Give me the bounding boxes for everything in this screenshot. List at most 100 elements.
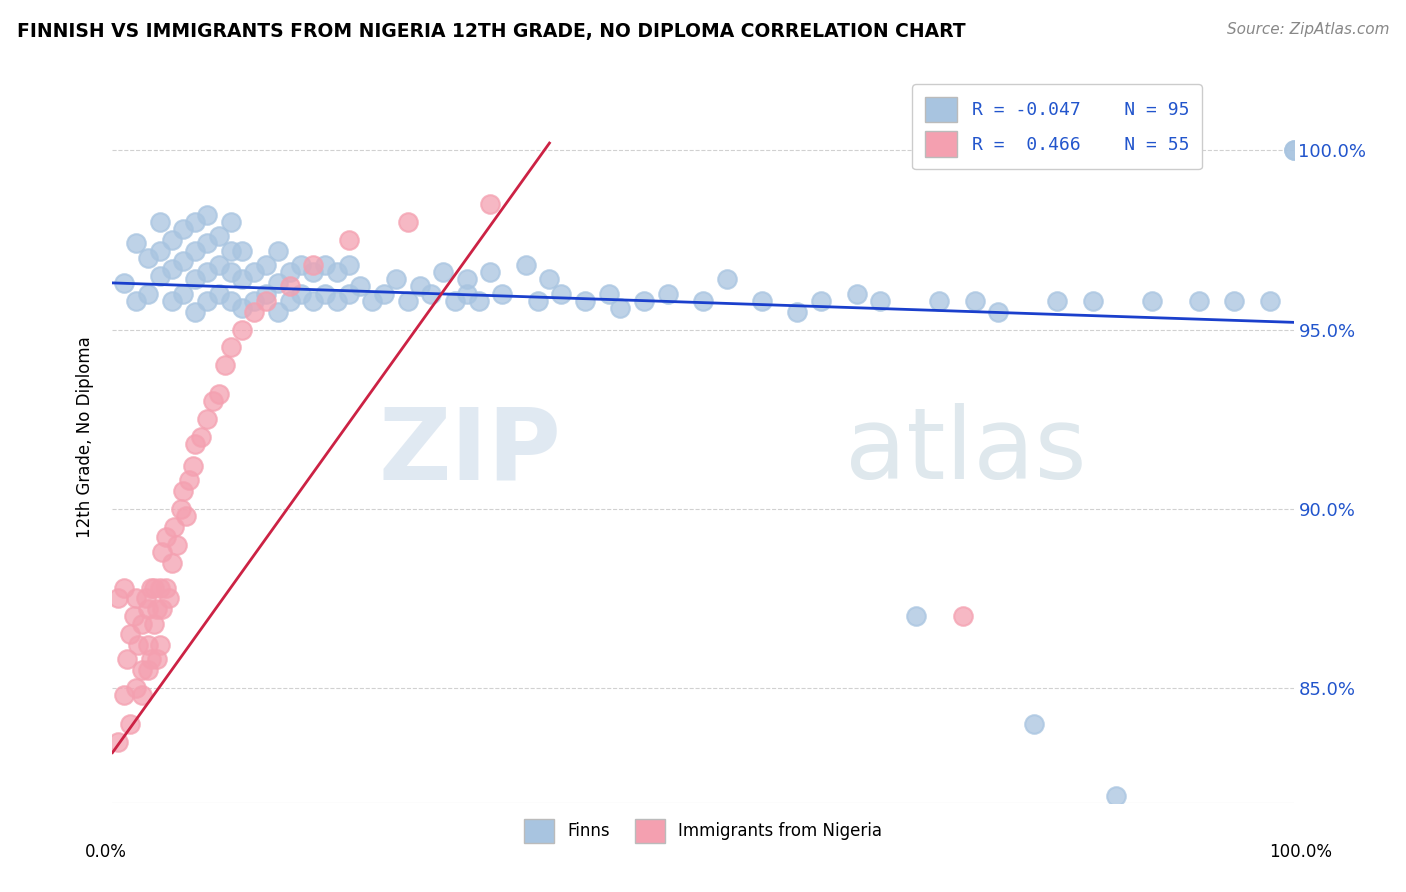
Point xyxy=(125,591,148,606)
Point xyxy=(326,293,349,308)
Point xyxy=(112,276,135,290)
Point xyxy=(131,663,153,677)
Point xyxy=(208,258,231,272)
Point xyxy=(142,581,165,595)
Point xyxy=(122,609,145,624)
Text: atlas: atlas xyxy=(845,403,1087,500)
Point xyxy=(141,652,163,666)
Point xyxy=(609,301,631,315)
Point xyxy=(195,412,218,426)
Point xyxy=(254,286,277,301)
Text: ZIP: ZIP xyxy=(378,403,561,500)
Point xyxy=(1223,293,1246,308)
Point xyxy=(751,293,773,308)
Point xyxy=(385,272,408,286)
Point xyxy=(278,265,301,279)
Point xyxy=(598,286,620,301)
Y-axis label: 12th Grade, No Diploma: 12th Grade, No Diploma xyxy=(76,336,94,538)
Point xyxy=(786,304,808,318)
Point xyxy=(150,545,173,559)
Point xyxy=(1081,293,1104,308)
Point xyxy=(146,602,169,616)
Point xyxy=(219,244,242,258)
Text: Source: ZipAtlas.com: Source: ZipAtlas.com xyxy=(1226,22,1389,37)
Point xyxy=(107,591,129,606)
Point xyxy=(125,681,148,695)
Point xyxy=(149,268,172,283)
Point xyxy=(208,229,231,244)
Point xyxy=(456,272,478,286)
Point xyxy=(163,519,186,533)
Point xyxy=(115,652,138,666)
Point xyxy=(155,531,177,545)
Point xyxy=(952,609,974,624)
Point xyxy=(420,286,443,301)
Point xyxy=(125,236,148,251)
Point xyxy=(149,638,172,652)
Point xyxy=(1258,293,1281,308)
Point xyxy=(550,286,572,301)
Point xyxy=(479,265,502,279)
Point xyxy=(181,458,204,473)
Point xyxy=(219,293,242,308)
Point xyxy=(231,272,253,286)
Point xyxy=(160,261,183,276)
Point xyxy=(120,717,142,731)
Point xyxy=(432,265,454,279)
Point xyxy=(574,293,596,308)
Point xyxy=(491,286,513,301)
Point xyxy=(136,251,159,265)
Point xyxy=(155,581,177,595)
Point xyxy=(184,304,207,318)
Point xyxy=(107,735,129,749)
Point xyxy=(337,233,360,247)
Point xyxy=(254,293,277,308)
Point xyxy=(172,483,194,498)
Point xyxy=(150,602,173,616)
Point xyxy=(314,286,336,301)
Point xyxy=(515,258,537,272)
Point xyxy=(314,258,336,272)
Point xyxy=(184,244,207,258)
Point xyxy=(290,286,312,301)
Point xyxy=(302,293,325,308)
Point xyxy=(131,616,153,631)
Point xyxy=(120,627,142,641)
Point xyxy=(149,244,172,258)
Point xyxy=(243,304,266,318)
Point xyxy=(526,293,548,308)
Point xyxy=(254,258,277,272)
Point xyxy=(135,591,157,606)
Point xyxy=(174,508,197,523)
Point xyxy=(195,265,218,279)
Point xyxy=(190,430,212,444)
Point xyxy=(195,208,218,222)
Point xyxy=(149,215,172,229)
Point xyxy=(1105,789,1128,803)
Point xyxy=(1022,717,1045,731)
Point xyxy=(904,609,927,624)
Point xyxy=(302,265,325,279)
Point xyxy=(657,286,679,301)
Point xyxy=(716,272,738,286)
Point xyxy=(456,286,478,301)
Point xyxy=(928,293,950,308)
Point xyxy=(408,279,430,293)
Point xyxy=(1282,143,1305,157)
Point xyxy=(337,286,360,301)
Point xyxy=(243,293,266,308)
Point xyxy=(396,293,419,308)
Point xyxy=(136,663,159,677)
Point xyxy=(112,581,135,595)
Point xyxy=(146,652,169,666)
Point xyxy=(267,276,290,290)
Point xyxy=(179,473,201,487)
Point xyxy=(1140,293,1163,308)
Point xyxy=(278,279,301,293)
Text: 100.0%: 100.0% xyxy=(1270,843,1331,861)
Point xyxy=(208,286,231,301)
Point xyxy=(361,293,384,308)
Point xyxy=(184,215,207,229)
Point xyxy=(219,215,242,229)
Point xyxy=(1188,293,1211,308)
